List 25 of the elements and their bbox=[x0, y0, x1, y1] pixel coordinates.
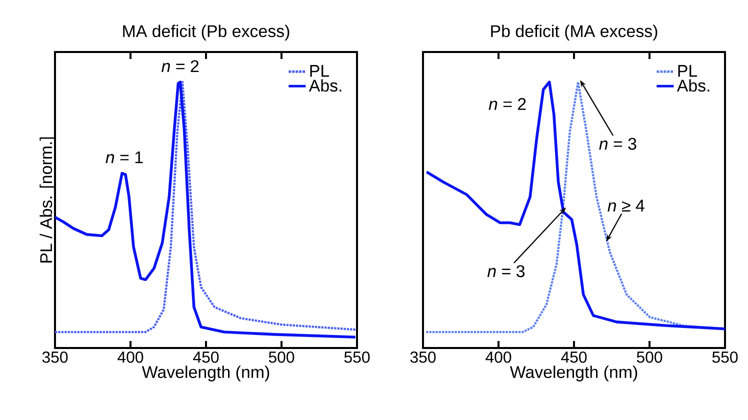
annotation: n = 3 bbox=[487, 265, 525, 278]
x-axis-title: Wavelength (nm) bbox=[510, 366, 638, 382]
y-axis-title: PL / Abs. [norm.] bbox=[40, 137, 56, 262]
annotation: n = 3 bbox=[599, 138, 636, 150]
x-tick-label: 350 bbox=[410, 352, 436, 363]
legend-label: Abs. bbox=[308, 79, 342, 92]
x-tick-label: 450 bbox=[561, 352, 587, 363]
annotation: n = 2 bbox=[162, 60, 199, 72]
x-tick-label: 400 bbox=[486, 352, 512, 363]
legend-label: PL bbox=[310, 65, 330, 77]
legend-label: PL bbox=[678, 65, 698, 77]
x-axis-title: Wavelength (nm) bbox=[142, 366, 270, 382]
chart-title: MA deficit (Pb excess) bbox=[123, 24, 290, 40]
annotation: n = 2 bbox=[488, 98, 526, 110]
x-tick-label: 550 bbox=[712, 352, 738, 363]
annotation: n = 1 bbox=[106, 152, 143, 164]
chart-title: Pb deficit (MA excess) bbox=[491, 24, 658, 40]
x-tick-label: 450 bbox=[193, 352, 219, 363]
x-tick-label: 500 bbox=[268, 352, 294, 363]
x-tick-label: 550 bbox=[344, 352, 370, 363]
x-tick-label: 350 bbox=[42, 352, 68, 363]
legend-label: Abs. bbox=[676, 79, 710, 92]
x-tick-label: 500 bbox=[636, 352, 662, 363]
annotation: n ≥ 4 bbox=[608, 200, 644, 212]
x-tick-label: 400 bbox=[118, 352, 144, 363]
